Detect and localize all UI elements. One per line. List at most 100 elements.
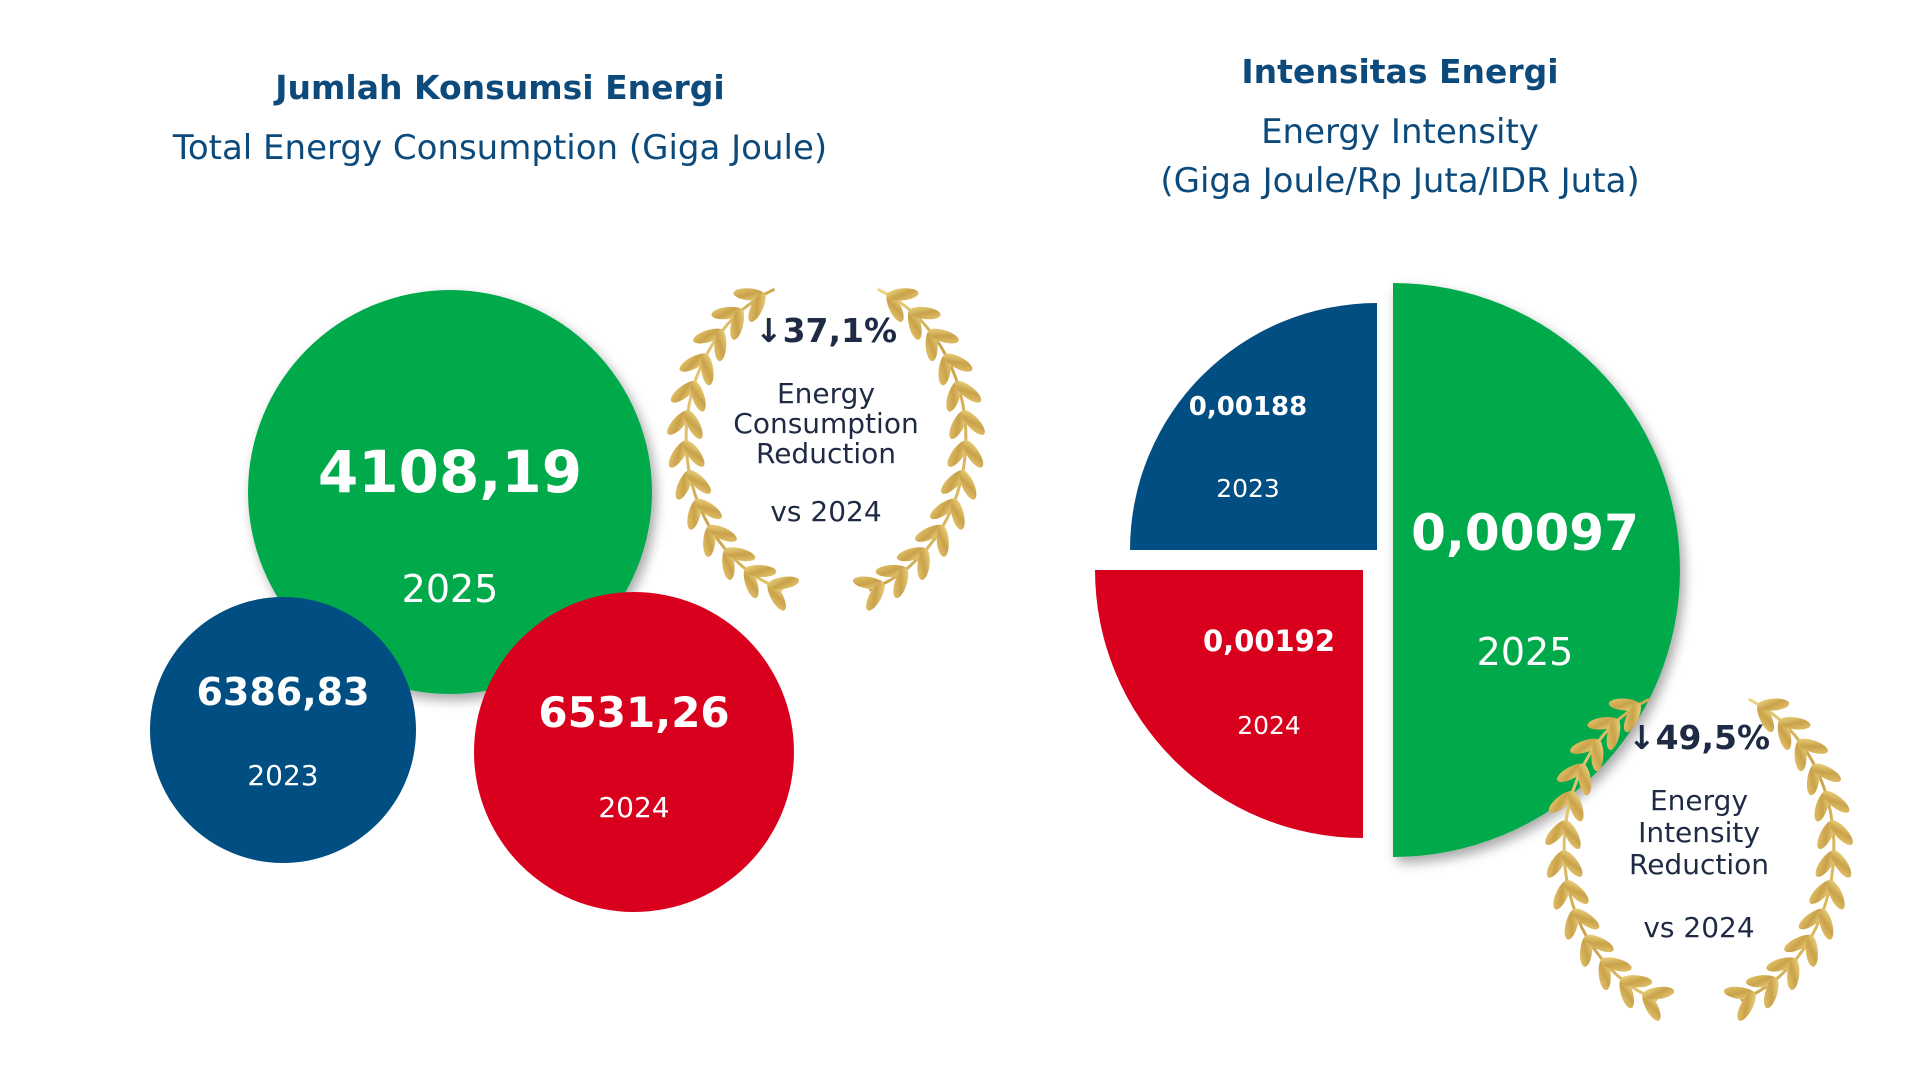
laurel-leaf — [1619, 977, 1635, 1009]
laurel-leaf — [1763, 977, 1779, 1009]
laurel-leaf — [1600, 957, 1632, 972]
laurel-leaf — [1623, 702, 1641, 733]
bubble-2025-value: 4108,19 — [318, 438, 582, 506]
bubble-2023: 6386,83 2023 — [150, 597, 416, 863]
bubble-2024-circle — [474, 592, 794, 912]
pie-2024-value: 0,00192 — [1203, 624, 1335, 658]
laurel-leaf — [1591, 739, 1604, 772]
consumption-reduction-line3: Reduction — [756, 437, 896, 470]
laurel-leaf — [1812, 763, 1841, 783]
laurel-leaf — [1819, 908, 1834, 940]
pie-2023-value: 0,00188 — [1189, 392, 1307, 422]
pie-chart: 0,00097 2025 0,00188 2023 0,00192 2024 — [1095, 283, 1680, 857]
bubble-2024-value: 6531,26 — [538, 688, 729, 737]
laurel-leaf — [1557, 763, 1586, 783]
laurel-leaf — [1578, 763, 1592, 796]
right-chart-subtitle-line2: (Giga Joule/Rp Juta/IDR Juta) — [1160, 161, 1640, 201]
pie-slice-2023 — [1130, 303, 1377, 550]
laurel-leaf — [1642, 991, 1661, 1021]
laurel-leaf — [1564, 880, 1589, 904]
laurel-leaf — [1642, 986, 1675, 1000]
pie-2025-value: 0,00097 — [1411, 504, 1639, 562]
laurel-leaf — [1809, 880, 1834, 904]
laurel-leaf — [1830, 850, 1852, 878]
laurel-leaf — [886, 292, 904, 322]
bubble-2023-circle — [150, 597, 416, 863]
left-chart-title: Jumlah Konsumsi Energi — [275, 68, 725, 107]
laurel-leaf — [707, 524, 737, 542]
laurel-leaf — [1548, 790, 1575, 813]
laurel-leaf — [670, 380, 698, 403]
bubble-2024: 6531,26 2024 — [474, 592, 794, 912]
left-chart-subtitle: Total Energy Consumption (Giga Joule) — [172, 128, 828, 168]
laurel-leaf — [748, 292, 766, 322]
laurel-leaf — [686, 470, 711, 494]
laurel-leaf — [1787, 958, 1800, 991]
right-chart-subtitle-line1: Energy Intensity — [1261, 112, 1539, 152]
laurel-leaf — [1561, 850, 1583, 877]
laurel-leaf — [693, 328, 724, 344]
laurel-leaf — [684, 410, 703, 440]
intensity-reduction-line3: Reduction — [1629, 848, 1769, 881]
consumption-reduction-percent: ↓37,1% — [755, 311, 897, 350]
laurel-leaf — [1570, 738, 1601, 754]
pie-2024-year: 2024 — [1237, 711, 1301, 740]
bubble-2025: 4108,19 2025 — [248, 290, 652, 694]
laurel-leaf — [1620, 975, 1653, 988]
laurel-leaf — [1805, 934, 1818, 967]
laurel-leaf — [683, 440, 705, 467]
laurel-leaf — [886, 288, 919, 301]
right-chart-title: Intensitas Energi — [1241, 52, 1559, 91]
laurel-leaf — [1823, 790, 1850, 813]
laurel-leaf — [700, 353, 714, 386]
laurel-leaf — [1784, 934, 1814, 953]
laurel-leaf — [679, 353, 709, 372]
laurel-wreath-icon — [1545, 697, 1853, 1021]
laurel-leaf — [917, 548, 930, 580]
laurel-leaf — [893, 567, 909, 599]
laurel-leaf — [915, 524, 945, 542]
laurel-leaf — [866, 581, 885, 611]
laurel-leaf — [928, 328, 959, 344]
intensity-reduction-line1: Energy — [1650, 784, 1748, 817]
laurel-leaf — [1572, 908, 1600, 930]
laurel-leaf — [962, 440, 984, 468]
laurel-leaf — [714, 329, 727, 362]
laurel-leaf — [1606, 718, 1621, 750]
pie-2023-year: 2023 — [1216, 474, 1280, 503]
laurel-leaf — [908, 306, 941, 320]
pie-slice-2025 — [1393, 283, 1680, 857]
laurel-leaf — [1757, 702, 1775, 733]
laurel-leaf — [936, 524, 949, 557]
laurel-leaf — [1798, 908, 1826, 930]
laurel-leaf — [1584, 934, 1614, 953]
laurel-leaf — [1568, 790, 1584, 822]
laurel-leaf — [767, 581, 786, 611]
laurel-leaf — [694, 498, 722, 520]
laurel-leaf — [950, 498, 965, 530]
laurel-leaf — [1562, 820, 1581, 849]
consumption-reduction-line1: Energy — [777, 377, 875, 410]
laurel-leaf — [1757, 698, 1790, 711]
bubble-2023-value: 6386,83 — [196, 670, 369, 714]
pie-2025-year: 2025 — [1477, 630, 1574, 674]
laurel-leaf — [1829, 820, 1853, 845]
bubble-2024-year: 2024 — [598, 791, 669, 824]
intensity-reduction-comparison: vs 2024 — [1643, 911, 1754, 944]
bubble-2025-circle — [248, 290, 652, 694]
laurel-leaf — [1737, 991, 1756, 1021]
laurel-leaf — [1797, 738, 1828, 754]
laurel-leaf — [961, 410, 985, 435]
laurel-leaf — [730, 308, 745, 340]
consumption-reduction-line2: Consumption — [733, 407, 918, 440]
pie-slice-2024 — [1095, 570, 1363, 838]
laurel-leaf — [943, 353, 973, 372]
laurel-leaf — [1827, 879, 1845, 910]
bubble-2025-year: 2025 — [402, 567, 499, 611]
bubble-2023-year: 2023 — [247, 759, 318, 792]
laurel-leaf — [941, 470, 966, 494]
laurel-leaf — [743, 567, 759, 599]
laurel-wreath-icon — [667, 287, 985, 611]
laurel-leaf — [744, 564, 777, 578]
